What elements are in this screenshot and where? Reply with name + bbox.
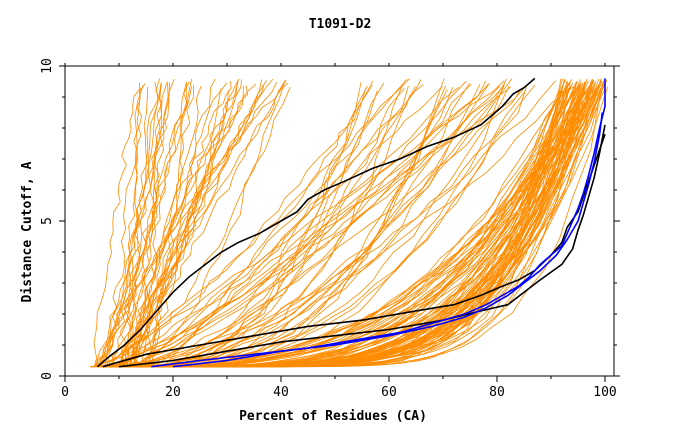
model-curve [128, 84, 265, 367]
orange-lines [89, 78, 609, 368]
model-curve [119, 82, 490, 368]
series-line-4 [172, 112, 604, 368]
model-curve [162, 84, 424, 367]
model-curve [95, 84, 373, 368]
model-curve [106, 81, 188, 367]
model-curve [106, 84, 577, 368]
model-curve [100, 82, 169, 368]
model-curve [95, 80, 505, 368]
model-curve [113, 81, 238, 368]
model-curve [123, 83, 146, 367]
x-tick-label: 0 [61, 385, 69, 400]
y-tick-label: 10 [40, 58, 55, 74]
model-curve [113, 87, 602, 368]
model-curve [105, 82, 289, 367]
model-curve [123, 86, 459, 368]
model-curve [104, 86, 511, 368]
model-curve [121, 82, 170, 368]
series-line-1 [102, 133, 606, 368]
series-line-0 [96, 77, 536, 368]
model-curve [170, 79, 566, 368]
highlight-lines [96, 77, 606, 368]
model-curve [110, 79, 408, 368]
model-curve [217, 88, 590, 368]
model-curve [95, 81, 159, 368]
model-curve [133, 79, 287, 367]
model-curve [149, 78, 216, 367]
model-curve [143, 84, 195, 367]
y-axis: 0 5 10 [40, 58, 620, 380]
x-tick-label: 100 [593, 385, 616, 400]
model-curve [131, 87, 454, 368]
model-curve [128, 87, 522, 368]
model-curve [139, 86, 443, 367]
x-axis: 0 20 40 60 80 100 [61, 63, 617, 400]
model-curve [97, 83, 162, 368]
y-axis-label: Distance Cutoff, A [20, 161, 35, 302]
model-curve [164, 82, 385, 368]
model-curve [117, 86, 589, 368]
model-curve [94, 81, 168, 367]
model-curve [93, 87, 142, 367]
model-curve [92, 78, 410, 368]
x-tick-label: 40 [273, 385, 289, 400]
model-curve [130, 82, 163, 368]
model-curve [174, 81, 586, 368]
chart-title: T1091-D2 [309, 17, 372, 32]
y-tick-label: 5 [40, 217, 55, 225]
x-tick-label: 60 [381, 385, 397, 400]
model-curve [103, 87, 162, 368]
model-curve [123, 86, 149, 367]
model-curve [147, 79, 274, 367]
model-curve [115, 84, 472, 368]
x-tick-label: 20 [165, 385, 181, 400]
model-curve [133, 79, 242, 367]
series-line-2 [118, 124, 606, 368]
x-axis-label: Percent of Residues (CA) [239, 409, 427, 424]
y-tick-label: 0 [40, 372, 55, 380]
series-line-3 [151, 78, 606, 368]
x-tick-label: 80 [489, 385, 505, 400]
model-curve [153, 80, 374, 368]
model-curve [95, 82, 277, 367]
